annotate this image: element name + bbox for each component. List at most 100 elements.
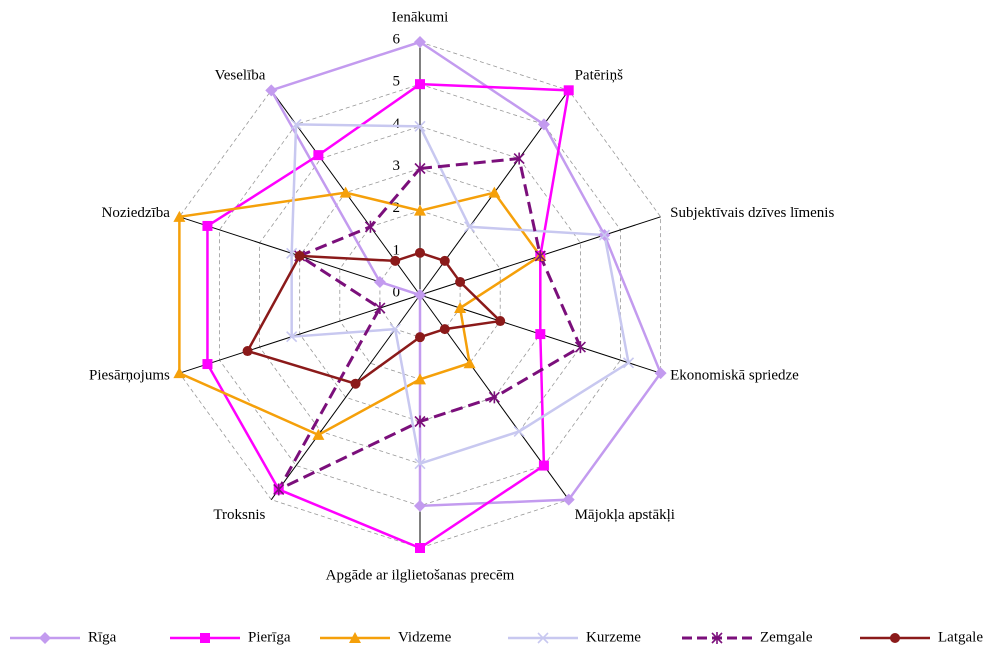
tick-label: 4 <box>393 116 401 132</box>
marker <box>374 302 386 315</box>
legend-label: Pierīga <box>248 629 291 645</box>
marker-shape <box>414 36 426 48</box>
marker <box>439 255 450 266</box>
marker <box>390 255 401 266</box>
marker-shape <box>454 302 467 314</box>
marker <box>350 378 361 389</box>
marker-shape <box>414 373 426 385</box>
category-label: Ienākumi <box>392 9 449 25</box>
tick-label: 2 <box>393 200 401 216</box>
marker-shape <box>464 221 476 233</box>
legend-label: Vidzeme <box>398 629 452 645</box>
marker-shape <box>415 247 425 258</box>
category-label: Ekonomiskā spriedze <box>670 368 799 384</box>
marker <box>414 204 426 216</box>
marker <box>414 120 426 132</box>
marker <box>711 632 723 644</box>
marker <box>654 367 667 380</box>
marker <box>439 324 450 335</box>
legend-label: Zemgale <box>760 629 813 645</box>
marker <box>534 249 546 262</box>
marker-shape <box>414 458 426 470</box>
marker-shape <box>290 118 302 130</box>
marker <box>414 458 426 470</box>
marker <box>290 118 302 130</box>
marker-shape <box>654 367 667 380</box>
category-label: Mājokļa apstākļi <box>575 507 675 523</box>
marker-shape <box>313 150 324 161</box>
marker-shape <box>242 346 253 357</box>
tick-label: 3 <box>393 158 401 174</box>
marker <box>313 150 324 161</box>
marker <box>414 36 426 48</box>
marker <box>294 250 305 261</box>
marker-shape <box>414 120 426 132</box>
marker-shape <box>455 276 466 287</box>
marker-shape <box>265 84 278 97</box>
marker <box>414 162 426 175</box>
marker <box>464 221 476 233</box>
marker-shape <box>349 632 361 643</box>
marker-shape <box>173 367 186 379</box>
series-line <box>269 40 663 508</box>
marker-shape <box>537 118 550 131</box>
marker-shape <box>414 289 426 301</box>
legend-label: Rīga <box>88 629 117 645</box>
marker <box>488 391 500 404</box>
marker-shape <box>286 331 298 343</box>
tick-label: 5 <box>393 74 401 90</box>
marker <box>488 186 501 198</box>
category-label: Piesārņojums <box>89 368 170 384</box>
marker <box>535 329 546 340</box>
marker <box>562 493 575 506</box>
marker <box>173 210 186 222</box>
marker <box>364 220 376 233</box>
legend-label: Kurzeme <box>586 629 641 645</box>
marker <box>414 289 426 301</box>
marker <box>389 323 401 335</box>
marker <box>373 275 386 288</box>
marker-shape <box>538 460 549 471</box>
legend-label: Latgale <box>938 629 983 645</box>
marker <box>242 346 253 357</box>
marker-shape <box>535 329 546 340</box>
marker <box>173 367 186 379</box>
marker-shape <box>495 316 506 327</box>
marker-shape <box>563 85 574 96</box>
marker <box>463 357 476 369</box>
marker-shape <box>439 324 450 335</box>
marker-shape <box>488 186 501 198</box>
grid-line <box>178 41 662 549</box>
marker-shape <box>350 378 361 389</box>
tick-label: 6 <box>393 31 401 47</box>
marker <box>622 357 635 369</box>
marker-shape <box>890 633 900 643</box>
marker <box>454 302 467 314</box>
marker-shape <box>312 428 325 440</box>
marker <box>415 332 425 343</box>
category-label: Patēriņš <box>575 68 623 84</box>
category-label: Apgāde ar ilglietošanas precēm <box>326 567 515 583</box>
marker <box>312 428 325 440</box>
marker-shape <box>294 250 305 261</box>
marker <box>455 276 466 287</box>
marker <box>339 186 352 198</box>
marker-shape <box>415 543 425 553</box>
marker <box>414 415 426 428</box>
marker <box>538 460 549 471</box>
marker-shape <box>622 357 635 369</box>
marker <box>574 341 586 354</box>
marker <box>286 331 298 343</box>
category-label: Troksnis <box>213 507 265 523</box>
marker <box>495 316 506 327</box>
marker-shape <box>598 229 611 241</box>
marker <box>563 85 574 96</box>
marker <box>415 79 425 90</box>
marker-shape <box>439 255 450 266</box>
marker-shape <box>414 204 426 216</box>
marker-shape <box>537 632 549 644</box>
marker-shape <box>414 499 426 512</box>
marker-shape <box>339 186 352 198</box>
marker-shape <box>173 210 186 222</box>
